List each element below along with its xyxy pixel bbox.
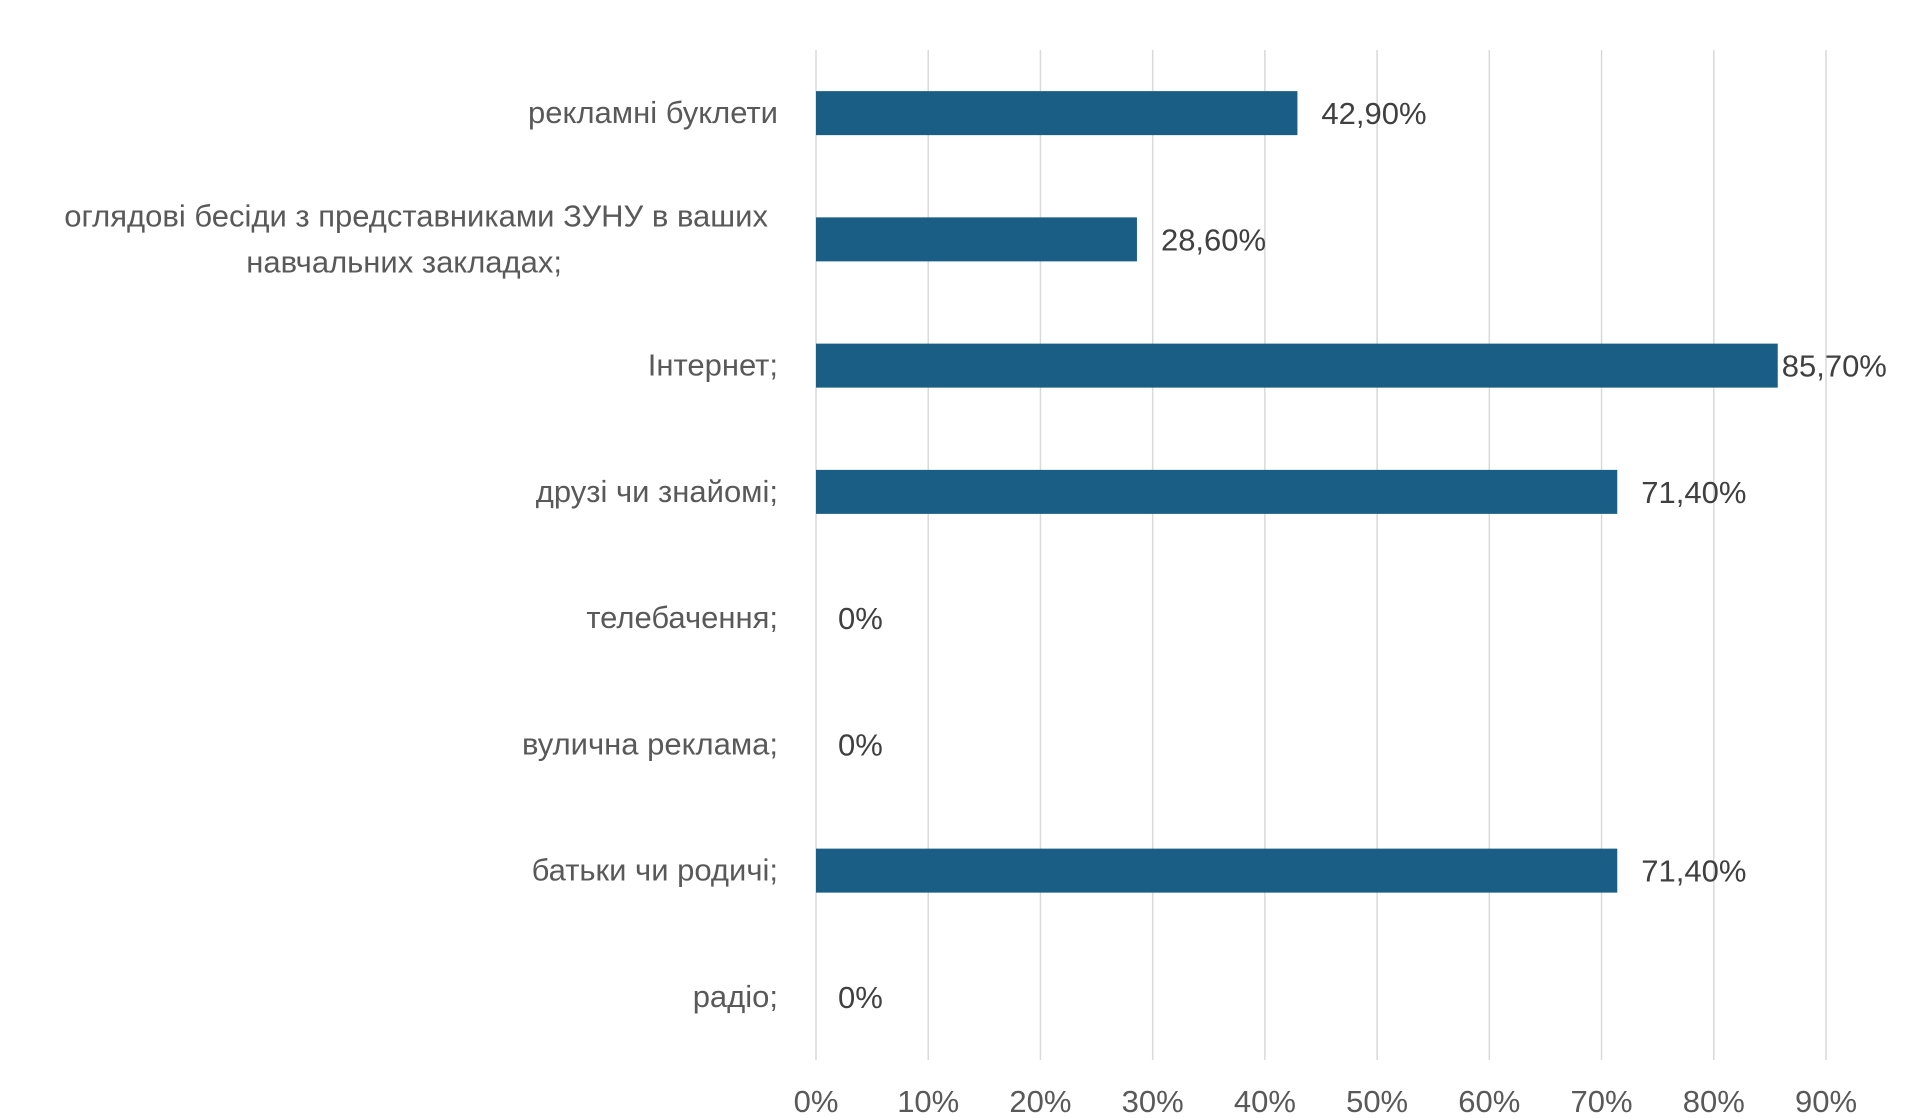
x-tick-label: 90% <box>1795 1084 1857 1118</box>
category-label-line: радіо; <box>693 979 778 1014</box>
x-tick-label: 40% <box>1234 1084 1296 1118</box>
gridlines <box>815 50 1827 1060</box>
data-labels: 42,90% 28,60% 85,70% 71,40% 0% 0% 71,40% 0% <box>838 96 1887 1015</box>
category-label-line: навчальних закладах; <box>246 244 562 279</box>
x-tick-label: 70% <box>1571 1084 1633 1118</box>
category-label: вулична реклама; <box>522 726 778 761</box>
bar <box>816 469 1618 514</box>
data-label: 42,90% <box>1321 96 1426 131</box>
data-label: 0% <box>838 727 883 762</box>
category-label-line: телебачення; <box>586 600 778 635</box>
category-labels: рекламні буклети оглядові бесіди з предст… <box>64 95 778 1014</box>
bar <box>816 91 1298 136</box>
bar <box>816 343 1778 388</box>
category-label: рекламні буклети <box>528 95 778 130</box>
bar <box>816 217 1137 262</box>
x-tick-label: 10% <box>897 1084 959 1118</box>
category-label-line: батьки чи родичі; <box>532 853 778 888</box>
data-label: 28,60% <box>1161 222 1266 257</box>
category-label: оглядові бесіди з представниками ЗУНУ в … <box>64 198 768 279</box>
category-label-line: Інтернет; <box>648 348 778 383</box>
bar <box>816 848 1618 893</box>
x-tick-label: 60% <box>1458 1084 1520 1118</box>
data-label: 0% <box>838 980 883 1015</box>
category-label-line: вулична реклама; <box>522 726 778 761</box>
data-label: 71,40% <box>1641 854 1746 889</box>
data-label: 0% <box>838 601 883 636</box>
x-tick-label: 0% <box>794 1084 839 1118</box>
x-tick-label: 30% <box>1122 1084 1184 1118</box>
category-label: радіо; <box>693 979 778 1014</box>
x-tick-label: 50% <box>1346 1084 1408 1118</box>
data-label: 71,40% <box>1641 475 1746 510</box>
x-tick-label: 80% <box>1683 1084 1745 1118</box>
category-label: Інтернет; <box>648 348 778 383</box>
bars <box>816 91 1778 893</box>
x-axis-ticks: 0% 10% 20% 30% 40% 50% 60% 70% 80% 90% <box>794 1084 1857 1118</box>
x-tick-label: 20% <box>1009 1084 1071 1118</box>
category-label-line: оглядові бесіди з представниками ЗУНУ в … <box>64 198 768 233</box>
category-label-line: рекламні буклети <box>528 95 778 130</box>
category-label: друзі чи знайомі; <box>536 474 778 509</box>
category-label: батьки чи родичі; <box>532 853 778 888</box>
data-label: 85,70% <box>1782 349 1887 384</box>
category-label: телебачення; <box>586 600 778 635</box>
category-label-line: друзі чи знайомі; <box>536 474 778 509</box>
